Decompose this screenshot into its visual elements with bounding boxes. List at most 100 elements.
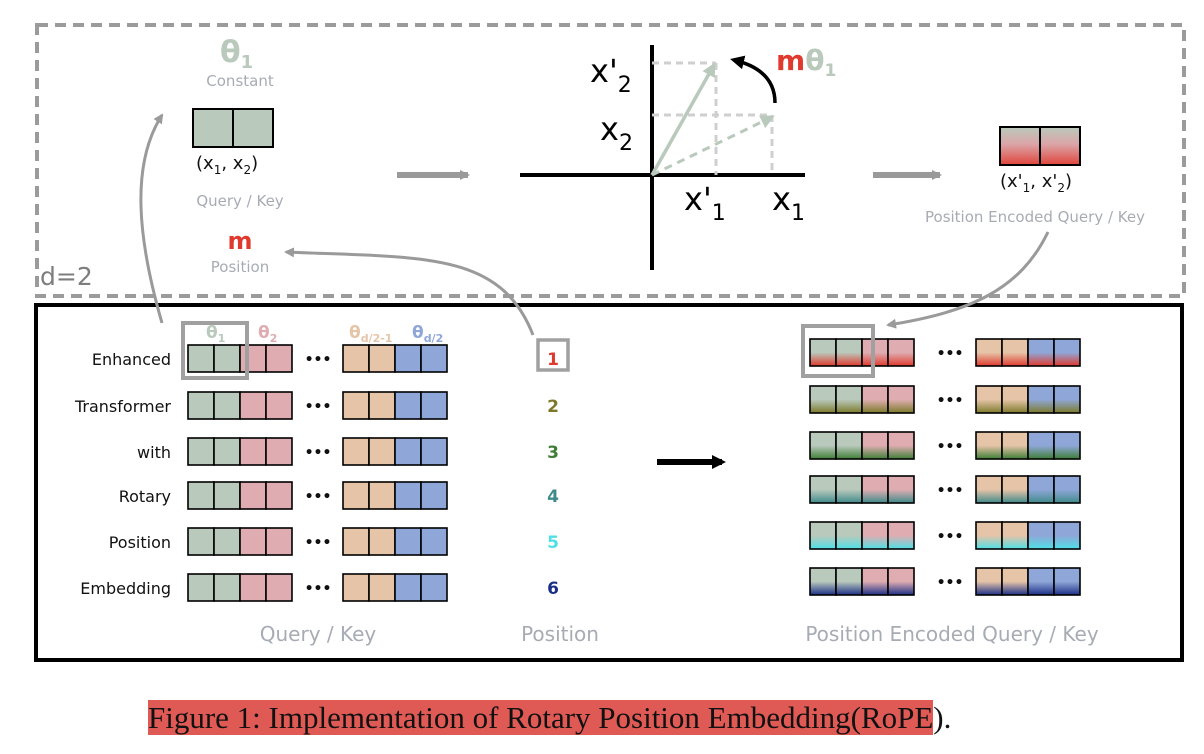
axis-label-x2: x2 <box>600 110 633 156</box>
vector-cell <box>265 391 293 420</box>
position1-highlight <box>536 338 570 372</box>
vector-cell <box>861 475 889 504</box>
vector-cell <box>1001 521 1029 550</box>
arrow-encoded-to-row <box>886 231 1050 329</box>
vector-cell <box>239 573 267 602</box>
vector-cell <box>887 385 915 414</box>
theta-header-3: θd/2-1 <box>349 323 392 345</box>
arrow-position-to-m <box>284 247 535 336</box>
token-label: with <box>137 443 171 462</box>
vector-cell <box>835 338 863 367</box>
theta1-highlight-left <box>181 321 249 380</box>
rotation-arc <box>730 55 777 104</box>
vector-cell <box>1027 567 1055 596</box>
vector-cell <box>265 437 293 466</box>
encoded-row: ••• <box>809 385 1081 414</box>
bottom-frame <box>34 303 1184 662</box>
vector-cell <box>187 573 215 602</box>
dimension-label: d=2 <box>40 262 93 291</box>
position-number: 1 <box>547 350 559 370</box>
vector-cell <box>265 344 293 373</box>
vector-cell <box>368 437 396 466</box>
vector-cell <box>1027 475 1055 504</box>
vector-cell <box>213 481 241 510</box>
vector-cell <box>809 338 837 367</box>
query-key-pair-box <box>192 108 274 148</box>
vector-cell <box>394 391 422 420</box>
vector-cell <box>394 527 422 556</box>
vector-cell <box>1053 475 1081 504</box>
theta-header-4: θd/2 <box>412 323 443 345</box>
vector-cell <box>1001 475 1029 504</box>
rotated-vector <box>650 62 716 176</box>
vector-cell <box>1053 567 1081 596</box>
vector-cell <box>368 344 396 373</box>
vector-cell <box>835 431 863 460</box>
query-key-label-top: Query / Key <box>196 192 283 210</box>
vector-cell <box>420 391 448 420</box>
vector-cell <box>887 521 915 550</box>
axis-label-x2-prime: x'2 <box>590 52 632 98</box>
vector-cell <box>368 573 396 602</box>
position-number: 4 <box>547 487 559 507</box>
vector-cell <box>187 437 215 466</box>
ellipsis: ••• <box>305 399 332 415</box>
token-label: Embedding <box>80 579 171 598</box>
vector-cell <box>187 481 215 510</box>
vector-cell <box>1027 385 1055 414</box>
encoded-rows: ••• ••• ••• ••• ••• ••• <box>809 338 1081 596</box>
vector-cell <box>1027 431 1055 460</box>
vector-cell <box>1001 431 1029 460</box>
constant-label: Constant <box>206 72 274 90</box>
vector-cell <box>835 521 863 550</box>
encoded-label-top: Position Encoded Query / Key <box>925 208 1145 226</box>
token-row: Position ••• 5 <box>109 527 559 556</box>
position-number: 5 <box>547 533 559 553</box>
token-row: Embedding ••• 6 <box>80 573 559 602</box>
vector-cell <box>835 385 863 414</box>
vector-cell <box>975 338 1003 367</box>
top-dashed-frame <box>35 23 1186 298</box>
encoded-row: ••• <box>809 521 1081 550</box>
token-row: Rotary ••• 4 <box>119 481 559 510</box>
vector-cell <box>187 527 215 556</box>
ellipsis: ••• <box>937 439 964 455</box>
position-number: 2 <box>547 397 559 417</box>
encoded-row: ••• <box>809 338 1081 367</box>
vector-cell <box>342 391 370 420</box>
vector-cell <box>1053 521 1081 550</box>
encoded-row: ••• <box>809 567 1081 596</box>
ellipsis: ••• <box>937 346 964 362</box>
vector-cell <box>420 527 448 556</box>
vector-cell <box>342 481 370 510</box>
vector-cell <box>809 431 837 460</box>
vector-cell <box>265 527 293 556</box>
vector-cell <box>368 527 396 556</box>
vector-cell <box>213 573 241 602</box>
vector-cell <box>975 475 1003 504</box>
vector-cell <box>420 437 448 466</box>
encoded-pair-label: (x'1, x'2) <box>1000 171 1072 195</box>
vector-cell <box>420 344 448 373</box>
ellipsis: ••• <box>305 352 332 368</box>
vector-cell <box>1053 338 1081 367</box>
ellipsis: ••• <box>937 529 964 545</box>
vector-cell <box>1027 521 1055 550</box>
token-label: Enhanced <box>92 350 171 369</box>
token-rows: Enhanced ••• 1 Transformer ••• 2 with ••• 3 Rotar… <box>74 344 559 602</box>
token-row: with ••• 3 <box>137 437 559 466</box>
vector-cell <box>975 567 1003 596</box>
pair-label: (x1, x2) <box>196 153 258 177</box>
vector-cell <box>368 391 396 420</box>
vector-cell <box>342 527 370 556</box>
vector-cell <box>887 431 915 460</box>
vector-cell <box>342 344 370 373</box>
vector-cell <box>213 344 241 373</box>
vector-cell <box>861 431 889 460</box>
vector-cell <box>975 431 1003 460</box>
position-label-bottom: Position <box>521 622 599 646</box>
theta-header-labels: θ1 θ2 θd/2-1 θd/2 <box>206 323 443 345</box>
m-symbol: m <box>227 227 252 255</box>
vector-cell <box>394 344 422 373</box>
